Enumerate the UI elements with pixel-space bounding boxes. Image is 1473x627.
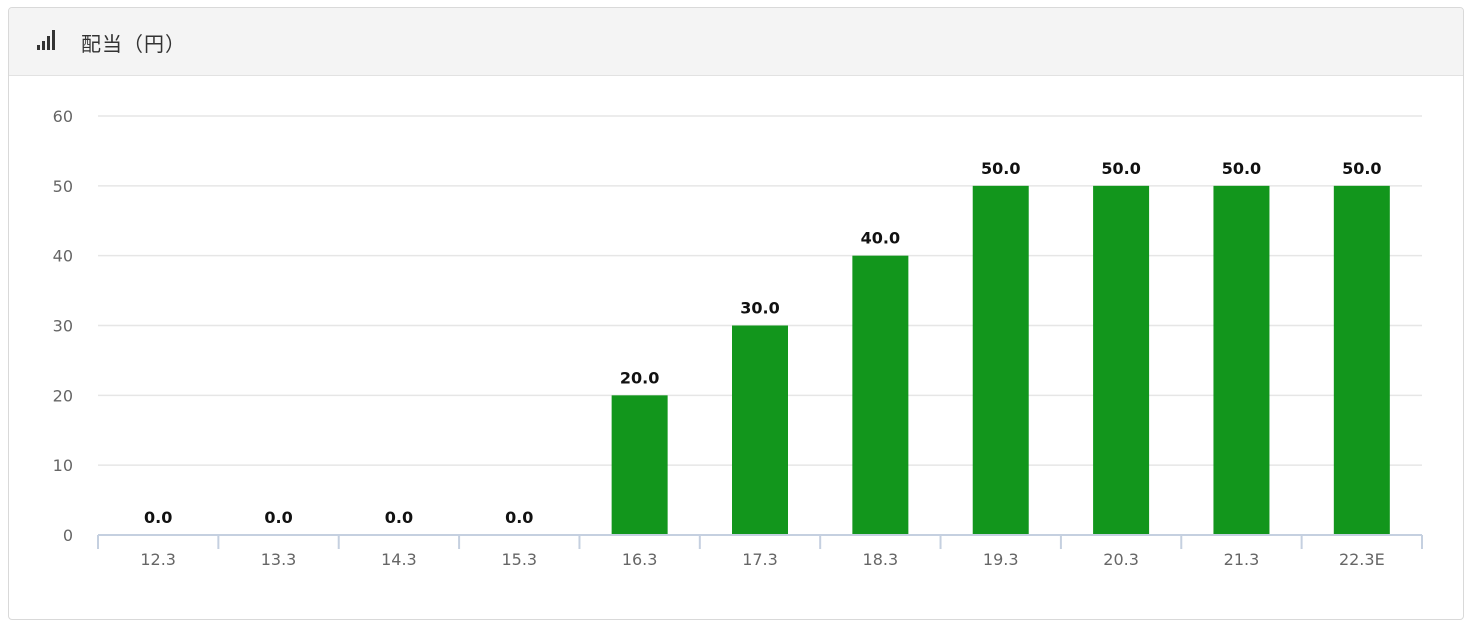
x-tick-label: 12.3 <box>140 550 176 569</box>
x-tick-label: 19.3 <box>983 550 1019 569</box>
y-tick-label: 30 <box>53 317 73 336</box>
data-label: 50.0 <box>1342 159 1381 178</box>
data-label: 30.0 <box>740 299 779 318</box>
y-tick-label: 0 <box>63 526 73 545</box>
y-tick-label: 20 <box>53 386 73 405</box>
data-label: 50.0 <box>1101 159 1140 178</box>
y-tick-label: 50 <box>53 177 73 196</box>
x-tick-label: 21.3 <box>1224 550 1260 569</box>
data-label: 50.0 <box>1222 159 1261 178</box>
y-axis-ticks: 0 10 20 30 40 50 60 <box>53 107 73 545</box>
bar-21.3 <box>1213 185 1270 536</box>
bar-18.3 <box>852 255 909 535</box>
bar-16.3 <box>611 395 668 535</box>
bar-19.3 <box>972 185 1029 536</box>
data-labels: 0.0 0.0 0.0 0.0 20.0 30.0 40.0 50.0 50.0 50.0 50.0 <box>144 159 1382 527</box>
bar-17.3 <box>732 325 788 535</box>
panel-header: 配当（円） <box>9 8 1463 76</box>
data-label: 0.0 <box>385 508 413 527</box>
data-label: 0.0 <box>144 508 172 527</box>
data-label: 50.0 <box>981 159 1020 178</box>
bars <box>611 185 1390 536</box>
data-label: 40.0 <box>861 229 900 248</box>
y-tick-label: 10 <box>53 456 73 475</box>
x-axis: 12.3 13.3 14.3 15.3 16.3 17.3 18.3 19.3 20.3 21.3… <box>97 534 1423 569</box>
x-tick-label: 22.3E <box>1339 550 1385 569</box>
y-tick-label: 40 <box>53 247 73 266</box>
bar-signal-icon <box>37 30 55 50</box>
data-label: 0.0 <box>264 508 292 527</box>
x-tick-label: 18.3 <box>863 550 899 569</box>
x-tick-label: 14.3 <box>381 550 417 569</box>
x-tick-label: 20.3 <box>1103 550 1139 569</box>
data-label: 20.0 <box>620 368 659 387</box>
bar-22.3E <box>1333 185 1390 536</box>
y-tick-label: 60 <box>53 107 73 126</box>
x-tick-label: 13.3 <box>261 550 297 569</box>
x-tick-label: 16.3 <box>622 550 658 569</box>
bar-20.3 <box>1093 185 1150 536</box>
data-label: 0.0 <box>505 508 533 527</box>
panel-title: 配当（円） <box>81 32 186 56</box>
x-tick-label: 15.3 <box>501 550 537 569</box>
x-tick-label: 17.3 <box>742 550 778 569</box>
